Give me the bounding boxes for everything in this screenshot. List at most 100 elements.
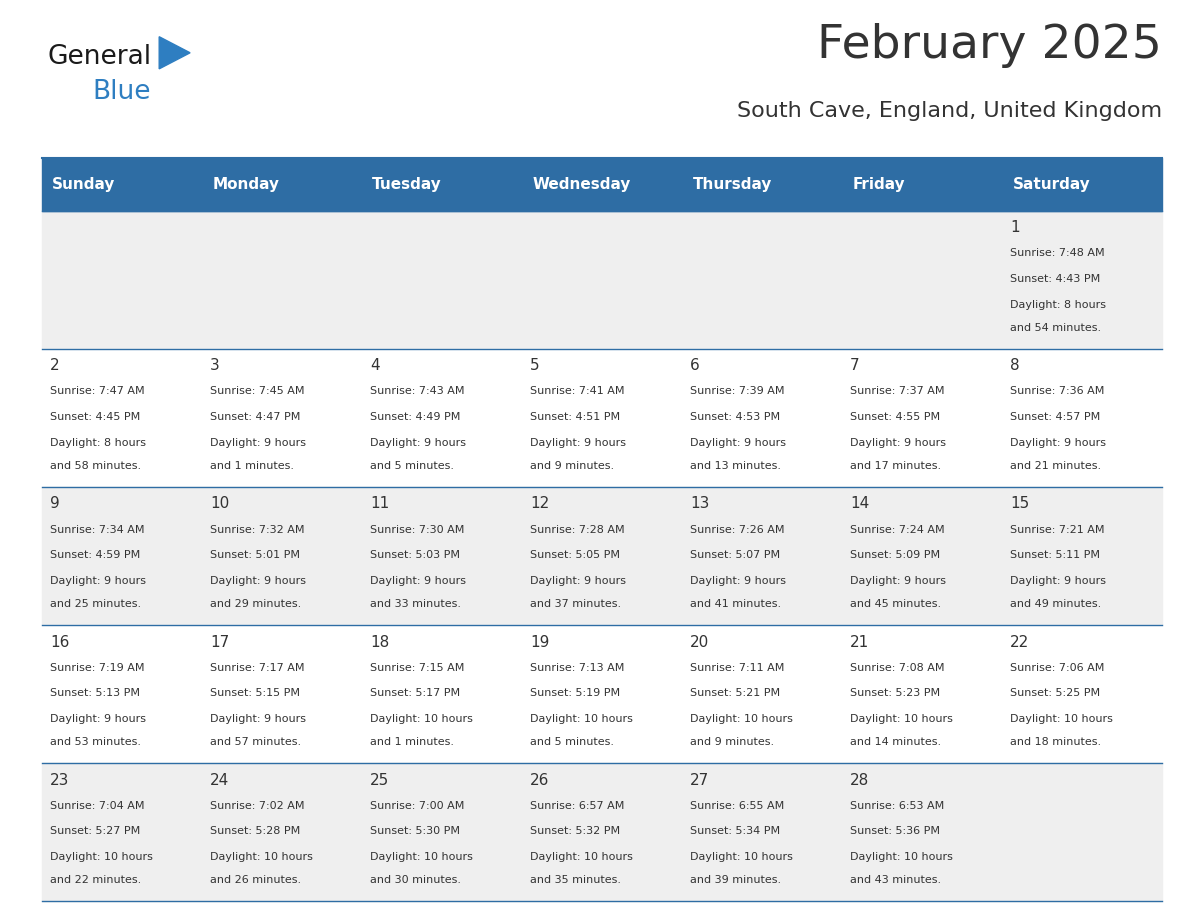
Text: and 30 minutes.: and 30 minutes. xyxy=(369,875,461,885)
Text: 27: 27 xyxy=(690,773,709,788)
Text: Sunset: 5:25 PM: Sunset: 5:25 PM xyxy=(1010,688,1100,699)
Text: Sunset: 5:03 PM: Sunset: 5:03 PM xyxy=(369,550,460,560)
Text: Sunrise: 6:55 AM: Sunrise: 6:55 AM xyxy=(690,800,784,811)
Text: Sunrise: 7:15 AM: Sunrise: 7:15 AM xyxy=(369,663,465,673)
Text: 22: 22 xyxy=(1010,634,1029,650)
Text: Sunset: 4:45 PM: Sunset: 4:45 PM xyxy=(50,412,140,422)
Text: 15: 15 xyxy=(1010,497,1029,511)
Text: Sunrise: 7:45 AM: Sunrise: 7:45 AM xyxy=(210,386,304,397)
Text: and 1 minutes.: and 1 minutes. xyxy=(369,737,454,747)
Text: and 17 minutes.: and 17 minutes. xyxy=(851,461,941,471)
Text: Sunrise: 6:57 AM: Sunrise: 6:57 AM xyxy=(530,800,625,811)
Text: 24: 24 xyxy=(210,773,229,788)
Text: Sunrise: 7:26 AM: Sunrise: 7:26 AM xyxy=(690,524,784,534)
Text: Sunset: 4:43 PM: Sunset: 4:43 PM xyxy=(1010,274,1100,284)
Text: Daylight: 9 hours: Daylight: 9 hours xyxy=(530,576,626,586)
Text: Daylight: 10 hours: Daylight: 10 hours xyxy=(210,852,312,862)
Text: Sunrise: 7:32 AM: Sunrise: 7:32 AM xyxy=(210,524,304,534)
Text: Sunrise: 7:48 AM: Sunrise: 7:48 AM xyxy=(1010,249,1105,258)
Text: Sunset: 4:57 PM: Sunset: 4:57 PM xyxy=(1010,412,1100,422)
Text: and 33 minutes.: and 33 minutes. xyxy=(369,599,461,610)
Text: 14: 14 xyxy=(851,497,870,511)
Text: Daylight: 9 hours: Daylight: 9 hours xyxy=(851,438,946,448)
Text: 28: 28 xyxy=(851,773,870,788)
Text: Sunset: 5:21 PM: Sunset: 5:21 PM xyxy=(690,688,781,699)
Text: Sunset: 5:07 PM: Sunset: 5:07 PM xyxy=(690,550,781,560)
Text: and 5 minutes.: and 5 minutes. xyxy=(369,461,454,471)
Text: General: General xyxy=(48,44,152,71)
Text: 10: 10 xyxy=(210,497,229,511)
Text: Daylight: 10 hours: Daylight: 10 hours xyxy=(1010,713,1113,723)
Bar xyxy=(42,349,1162,487)
Text: Daylight: 9 hours: Daylight: 9 hours xyxy=(1010,438,1106,448)
Bar xyxy=(42,625,1162,764)
Text: Daylight: 9 hours: Daylight: 9 hours xyxy=(210,438,307,448)
Text: Daylight: 9 hours: Daylight: 9 hours xyxy=(50,713,146,723)
Text: 26: 26 xyxy=(530,773,549,788)
Text: Daylight: 10 hours: Daylight: 10 hours xyxy=(369,852,473,862)
Text: Sunset: 5:23 PM: Sunset: 5:23 PM xyxy=(851,688,940,699)
Text: Sunrise: 7:34 AM: Sunrise: 7:34 AM xyxy=(50,524,145,534)
Text: and 58 minutes.: and 58 minutes. xyxy=(50,461,141,471)
Text: 4: 4 xyxy=(369,358,380,374)
Text: Sunset: 5:09 PM: Sunset: 5:09 PM xyxy=(851,550,940,560)
Text: 3: 3 xyxy=(210,358,220,374)
Text: 19: 19 xyxy=(530,634,549,650)
Text: 25: 25 xyxy=(369,773,390,788)
Text: Daylight: 10 hours: Daylight: 10 hours xyxy=(50,852,153,862)
Text: and 45 minutes.: and 45 minutes. xyxy=(851,599,941,610)
Text: and 5 minutes.: and 5 minutes. xyxy=(530,737,614,747)
Text: 21: 21 xyxy=(851,634,870,650)
Text: Sunrise: 7:13 AM: Sunrise: 7:13 AM xyxy=(530,663,625,673)
Bar xyxy=(42,158,1162,211)
Text: and 53 minutes.: and 53 minutes. xyxy=(50,737,141,747)
Text: and 29 minutes.: and 29 minutes. xyxy=(210,599,302,610)
Text: Daylight: 9 hours: Daylight: 9 hours xyxy=(690,576,786,586)
Text: Sunrise: 7:43 AM: Sunrise: 7:43 AM xyxy=(369,386,465,397)
Bar xyxy=(42,487,1162,625)
Text: 17: 17 xyxy=(210,634,229,650)
Text: Sunset: 5:28 PM: Sunset: 5:28 PM xyxy=(210,826,301,836)
Text: and 57 minutes.: and 57 minutes. xyxy=(210,737,301,747)
Text: Sunrise: 7:21 AM: Sunrise: 7:21 AM xyxy=(1010,524,1105,534)
Text: Daylight: 9 hours: Daylight: 9 hours xyxy=(369,576,466,586)
Text: Sunset: 4:49 PM: Sunset: 4:49 PM xyxy=(369,412,461,422)
Text: Thursday: Thursday xyxy=(693,177,772,192)
Text: Friday: Friday xyxy=(853,177,905,192)
Text: and 18 minutes.: and 18 minutes. xyxy=(1010,737,1101,747)
Text: and 1 minutes.: and 1 minutes. xyxy=(210,461,293,471)
Text: Sunrise: 7:30 AM: Sunrise: 7:30 AM xyxy=(369,524,465,534)
Text: Sunrise: 7:02 AM: Sunrise: 7:02 AM xyxy=(210,800,304,811)
Text: Daylight: 9 hours: Daylight: 9 hours xyxy=(1010,576,1106,586)
Text: Sunrise: 7:41 AM: Sunrise: 7:41 AM xyxy=(530,386,625,397)
Text: Sunrise: 7:47 AM: Sunrise: 7:47 AM xyxy=(50,386,145,397)
Text: Sunset: 5:01 PM: Sunset: 5:01 PM xyxy=(210,550,299,560)
Text: Sunrise: 7:00 AM: Sunrise: 7:00 AM xyxy=(369,800,465,811)
Text: February 2025: February 2025 xyxy=(817,23,1162,68)
Text: Sunrise: 6:53 AM: Sunrise: 6:53 AM xyxy=(851,800,944,811)
Text: Sunrise: 7:24 AM: Sunrise: 7:24 AM xyxy=(851,524,944,534)
Text: Sunset: 5:34 PM: Sunset: 5:34 PM xyxy=(690,826,781,836)
Text: Sunset: 5:36 PM: Sunset: 5:36 PM xyxy=(851,826,940,836)
Text: 2: 2 xyxy=(50,358,59,374)
Text: 18: 18 xyxy=(369,634,390,650)
Text: Sunset: 5:11 PM: Sunset: 5:11 PM xyxy=(1010,550,1100,560)
Text: Sunset: 5:13 PM: Sunset: 5:13 PM xyxy=(50,688,140,699)
Text: and 37 minutes.: and 37 minutes. xyxy=(530,599,621,610)
Text: Wednesday: Wednesday xyxy=(532,177,631,192)
Text: Daylight: 10 hours: Daylight: 10 hours xyxy=(530,852,633,862)
Text: Sunrise: 7:08 AM: Sunrise: 7:08 AM xyxy=(851,663,944,673)
Text: Daylight: 10 hours: Daylight: 10 hours xyxy=(690,713,792,723)
Text: and 35 minutes.: and 35 minutes. xyxy=(530,875,621,885)
Text: 9: 9 xyxy=(50,497,59,511)
Text: 6: 6 xyxy=(690,358,700,374)
Text: Sunset: 5:17 PM: Sunset: 5:17 PM xyxy=(369,688,460,699)
Text: Sunrise: 7:06 AM: Sunrise: 7:06 AM xyxy=(1010,663,1105,673)
Text: and 43 minutes.: and 43 minutes. xyxy=(851,875,941,885)
Text: Monday: Monday xyxy=(213,177,279,192)
Text: and 25 minutes.: and 25 minutes. xyxy=(50,599,141,610)
Text: Sunday: Sunday xyxy=(52,177,115,192)
Text: Daylight: 9 hours: Daylight: 9 hours xyxy=(851,576,946,586)
Text: Sunrise: 7:39 AM: Sunrise: 7:39 AM xyxy=(690,386,784,397)
Text: Sunset: 5:27 PM: Sunset: 5:27 PM xyxy=(50,826,140,836)
